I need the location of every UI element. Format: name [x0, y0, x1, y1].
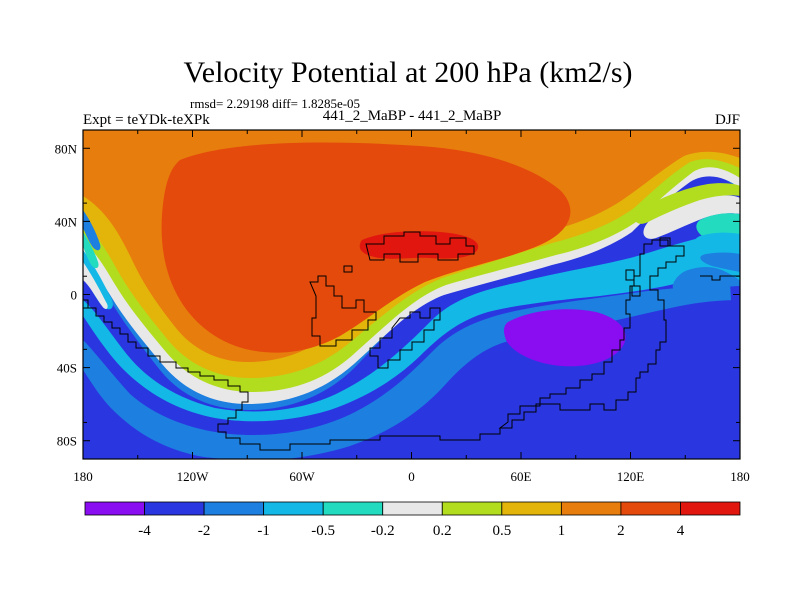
- coastline-southeast-asia: [625, 269, 641, 297]
- colorbar-label: -1: [257, 523, 270, 539]
- y-tick-label: 40N: [55, 214, 78, 229]
- y-tick-label: 0: [71, 288, 78, 303]
- contour-negative-band-2: [83, 380, 240, 459]
- contour-light-blue-band-4: [700, 252, 740, 272]
- y-tick-label: 40S: [57, 361, 77, 376]
- x-axis: 180 120W 60W 0 60E 120E 180: [73, 130, 750, 484]
- x-tick-label: 180: [730, 469, 750, 484]
- coastline-overlay: [83, 231, 740, 451]
- contour-band-red: [359, 231, 479, 259]
- colorbar-swatch: [263, 501, 324, 516]
- colorbar-label: -4: [138, 523, 151, 539]
- coastline-antarctica: [83, 275, 740, 308]
- x-tick-label: 180: [73, 469, 93, 484]
- experiment-label: Expt = teYDk-teXPk: [83, 112, 210, 128]
- contour-negative-band-4: [730, 280, 740, 459]
- contour-white-band-2: [643, 195, 740, 239]
- contour-cyan-band-2: [83, 232, 99, 269]
- x-tick-label: 0: [408, 469, 415, 484]
- season-label: DJF: [715, 112, 740, 128]
- colorbar-label: 4: [677, 523, 685, 539]
- colorbar-label: 0.2: [433, 523, 452, 539]
- coastline-australia: [498, 239, 685, 429]
- coastline-south-america: [309, 275, 377, 347]
- colorbar-label: -0.5: [311, 523, 335, 539]
- x-tick-label: 120E: [617, 469, 645, 484]
- contour-band-cyan: [83, 235, 740, 422]
- contour-cyan-band: [83, 250, 113, 310]
- contour-band-light-blue: [83, 286, 740, 459]
- colorbar-swatch: [441, 501, 503, 516]
- colorbar-label: 0.5: [492, 523, 511, 539]
- colorbar-swatch: [382, 501, 443, 516]
- contour-light-blue-band-2: [83, 210, 101, 251]
- colorbar-swatch: [560, 501, 622, 516]
- coastline-americas: [83, 307, 501, 451]
- y-axis: 80N 40N 0 40S 80S: [55, 141, 740, 449]
- stats-label: rmsd= 2.29198 diff= 1.8285e-05: [190, 96, 360, 111]
- colorbar-swatch: [322, 501, 384, 516]
- contour-light-blue-band: [672, 267, 740, 295]
- x-tick-label: 60E: [511, 469, 532, 484]
- x-tick-label: 120W: [177, 469, 210, 484]
- chart-title: Velocity Potential at 200 hPa (km2/s): [183, 56, 632, 89]
- x-tick-label: 60W: [289, 469, 315, 484]
- colorbar-swatch: [203, 501, 265, 516]
- y-tick-label: 80S: [57, 434, 77, 449]
- colorbar-swatch: [144, 501, 205, 516]
- colorbar: -4 -2 -1 -0.5 -0.2 0.2 0.5 1 2 4: [84, 501, 741, 539]
- colorbar-label: 1: [558, 523, 566, 539]
- coastline-asia: [365, 231, 475, 263]
- contour-negative-band-3: [503, 309, 626, 367]
- colorbar-label: -0.2: [371, 523, 395, 539]
- colorbar-label: -2: [198, 523, 211, 539]
- colorbar-swatch: [620, 501, 681, 516]
- coastline-islands: [343, 265, 353, 273]
- map-field: [83, 130, 740, 459]
- contour-white-band: [83, 262, 108, 309]
- coastline-africa: [369, 307, 441, 369]
- coastline-japan: [659, 237, 671, 247]
- colorbar-label: 2: [617, 523, 625, 539]
- contour-green-band: [634, 183, 740, 224]
- y-tick-label: 80N: [55, 141, 78, 156]
- case-label: 441_2_MaBP - 441_2_MaBP: [323, 108, 502, 124]
- colorbar-swatch: [501, 501, 562, 516]
- colorbar-swatch: [680, 501, 741, 516]
- colorbar-swatch: [84, 501, 145, 516]
